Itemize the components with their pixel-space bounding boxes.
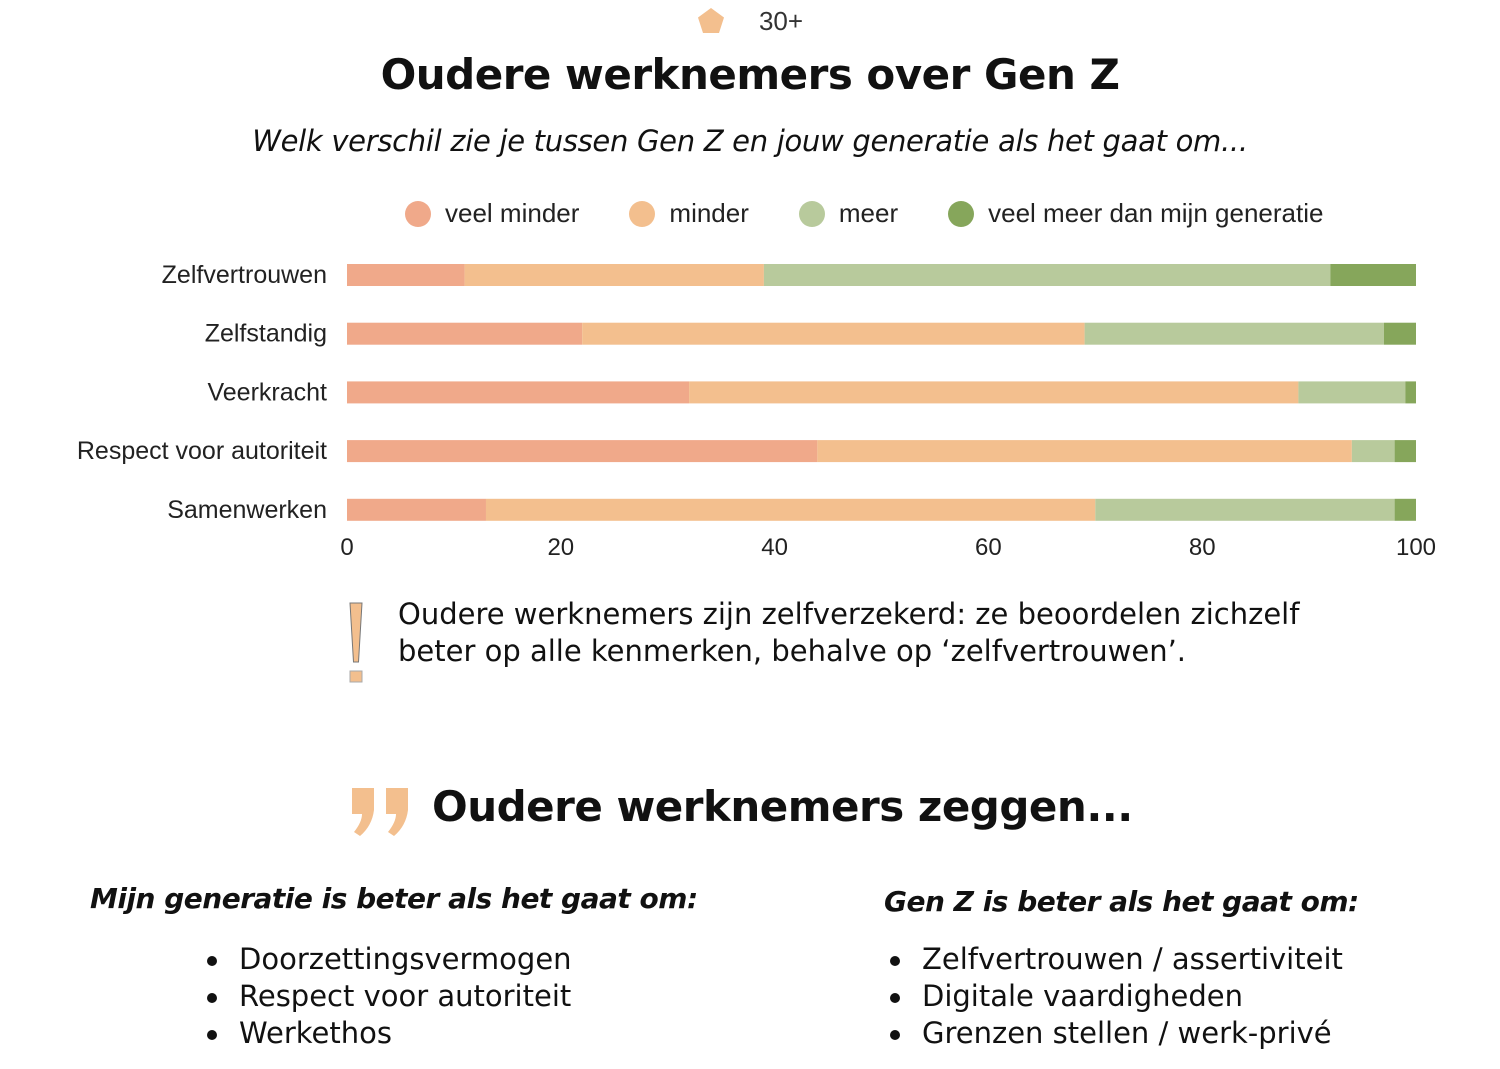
list-item: Zelfvertrouwen / assertiviteit bbox=[888, 941, 1343, 978]
bar-segment bbox=[1394, 498, 1416, 521]
legend-label: minder bbox=[669, 198, 749, 228]
note-line: Oudere werknemers zijn zelfverzekerd: ze… bbox=[398, 597, 1300, 631]
bar-segment bbox=[1405, 381, 1416, 404]
subtitle: Welk verschil zie je tussen Gen Z en jou… bbox=[252, 124, 1248, 158]
bar-segment bbox=[763, 264, 1331, 286]
bar-segment bbox=[1394, 440, 1416, 463]
bar-segment bbox=[817, 440, 1352, 463]
bar-segment bbox=[1084, 322, 1384, 345]
quotes-heading: Oudere werknemers zeggen... bbox=[432, 782, 1133, 831]
left-list: Doorzettingsvermogen Respect voor autori… bbox=[205, 941, 572, 1052]
legend: veel minder minder meer veel meer dan mijn … bbox=[405, 198, 1373, 229]
page-title: Oudere werknemers over Gen Z bbox=[380, 50, 1120, 99]
group-label: 30+ bbox=[0, 6, 1500, 37]
legend-item: minder bbox=[629, 198, 749, 229]
legend-label: veel meer dan mijn generatie bbox=[988, 198, 1324, 228]
bar-segment bbox=[485, 498, 1096, 521]
bar-segment bbox=[347, 322, 583, 345]
legend-label: meer bbox=[838, 198, 899, 228]
x-tick-label: 100 bbox=[1396, 534, 1436, 561]
legend-label: veel minder bbox=[445, 198, 580, 228]
legend-swatch bbox=[948, 200, 975, 227]
list-item: Respect voor autoriteit bbox=[205, 978, 572, 1015]
stacked-bar-chart: Zelfvertrouwen Zelfstandig Veerkracht Respe… bbox=[77, 261, 1436, 561]
category-label: Veerkracht bbox=[207, 378, 327, 406]
x-tick-label: 80 bbox=[1189, 534, 1216, 561]
quote-icon bbox=[350, 786, 412, 842]
x-tick-label: 20 bbox=[547, 534, 574, 561]
category-label: Samenwerken bbox=[167, 496, 327, 524]
category-label: Respect voor autoriteit bbox=[77, 437, 327, 465]
bar-segment bbox=[1298, 381, 1406, 404]
list-item: Grenzen stellen / werk-privé bbox=[888, 1015, 1343, 1052]
category-label: Zelfstandig bbox=[205, 320, 327, 348]
legend-swatch bbox=[405, 200, 431, 227]
legend-swatch bbox=[629, 200, 656, 227]
bar-segment bbox=[347, 381, 690, 404]
note-line: beter op alle kenmerken, behalve op ‘zel… bbox=[398, 634, 1187, 668]
right-column-heading: Gen Z is beter als het gaat om: bbox=[884, 885, 1359, 918]
legend-item: veel minder bbox=[405, 198, 579, 229]
right-list: Zelfvertrouwen / assertiviteit Digitale … bbox=[888, 941, 1343, 1052]
group-label-text: 30+ bbox=[758, 6, 804, 36]
bar-segment bbox=[1330, 264, 1416, 286]
bar-segment bbox=[582, 322, 1085, 345]
bar-segment bbox=[347, 498, 486, 521]
left-column-heading: Mijn generatie is beter als het gaat om: bbox=[90, 882, 698, 915]
bar-segment bbox=[1095, 498, 1395, 521]
x-tick-label: 40 bbox=[761, 534, 788, 561]
note-text: Oudere werknemers zijn zelfverzekerd: ze… bbox=[398, 596, 1299, 670]
bar-segment bbox=[1383, 322, 1416, 345]
list-item: Digitale vaardigheden bbox=[888, 978, 1343, 1015]
list-item: Werkethos bbox=[205, 1015, 572, 1052]
exclamation-icon bbox=[346, 600, 366, 690]
category-label: Zelfvertrouwen bbox=[162, 261, 327, 289]
x-tick-label: 60 bbox=[975, 534, 1002, 561]
legend-swatch bbox=[798, 200, 825, 227]
legend-item: meer bbox=[798, 198, 899, 229]
list-item: Doorzettingsvermogen bbox=[205, 941, 572, 978]
pentagon-icon bbox=[697, 8, 724, 33]
bar-segment bbox=[689, 381, 1299, 404]
bar-segment bbox=[347, 440, 818, 463]
bar-segment bbox=[347, 264, 465, 286]
legend-item: veel meer dan mijn generatie bbox=[948, 198, 1323, 229]
x-tick-label: 0 bbox=[340, 534, 353, 561]
bar-segment bbox=[1351, 440, 1395, 463]
bar-segment bbox=[464, 264, 764, 286]
